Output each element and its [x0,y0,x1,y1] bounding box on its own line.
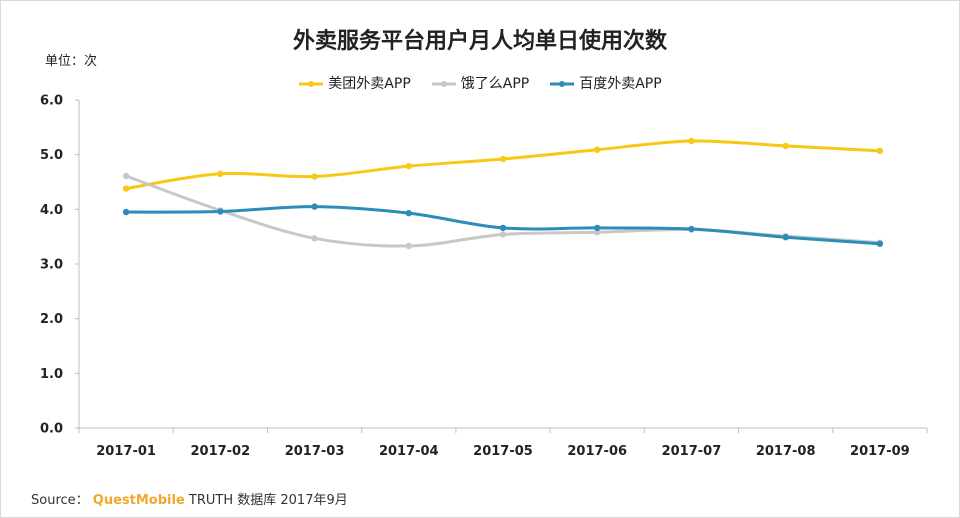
x-tick-label: 2017-04 [379,444,439,459]
legend-label: 美团外卖APP [328,76,411,92]
x-tick-label: 2017-03 [285,444,345,459]
data-point [499,224,507,232]
source-prefix: Source： [31,493,89,508]
legend-swatch [431,81,456,87]
source-brand: QuestMobile [92,493,185,508]
data-point [311,173,318,180]
y-tick-label: 6.0 [40,94,63,109]
source-note: Source： QuestMobile TRUTH 数据库 2017年9月 [31,489,348,508]
data-point [876,147,884,155]
data-point [311,203,318,210]
data-point [405,162,412,170]
x-tick-label: 2017-09 [850,444,910,459]
data-point [217,170,224,177]
x-tick-label: 2017-02 [190,444,250,459]
legend-label: 饿了么APP [460,76,530,92]
data-point [405,209,412,217]
legend-item: 美团外卖APP [298,73,411,93]
legend-item: 饿了么APP [431,73,529,93]
x-tick-label: 2017-08 [756,444,816,459]
x-tick-label: 2017-06 [567,444,627,459]
legend-swatch [550,81,575,87]
data-point [122,185,130,192]
data-point [122,172,130,180]
y-tick-label: 3.0 [40,258,63,273]
chart-legend: 美团外卖APP 饿了么APP 百度外卖APP [1,73,959,93]
y-tick-label: 0.0 [40,422,63,437]
y-tick-label: 4.0 [40,203,63,218]
data-point [594,229,601,236]
data-point [594,224,601,232]
y-tick-label: 2.0 [40,312,63,327]
legend-label: 百度外卖APP [579,76,662,92]
legend-item: 百度外卖APP [549,73,662,93]
data-point [499,155,507,163]
data-point [405,242,412,250]
data-point [876,240,884,247]
series-line-1 [125,139,880,191]
chart-title: 外卖服务平台用户月人均单日使用次数 [292,29,667,54]
x-tick-label: 2017-07 [662,444,722,459]
data-point [782,234,789,241]
data-point [311,235,318,242]
data-point [217,208,224,215]
x-tick-label: 2017-01 [96,444,156,459]
source-suffix: TRUTH 数据库 2017年9月 [188,493,348,508]
x-tick-label: 2017-05 [473,444,533,459]
data-point [688,225,695,233]
data-point [594,146,601,153]
y-tick-label: 5.0 [40,148,63,163]
data-point [499,231,507,238]
unit-label: 单位：次 [45,54,98,69]
legend-swatch [299,81,324,87]
data-point [782,142,789,150]
data-point [688,137,695,145]
y-tick-label: 1.0 [40,367,63,382]
data-point [122,208,130,216]
